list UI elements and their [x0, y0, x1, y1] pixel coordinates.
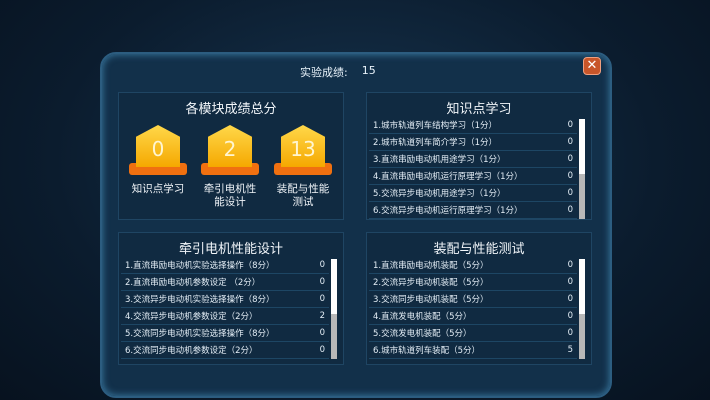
panel-title: 装配与性能测试	[433, 242, 525, 257]
item-score: 0	[567, 188, 573, 198]
scrollbar-thumb[interactable]	[579, 119, 585, 174]
close-button[interactable]: ✕	[583, 57, 601, 75]
badge-label: 牵引电机性能设计	[203, 183, 257, 208]
item-label: 3.交流同步电动机装配（5分）	[373, 295, 489, 305]
list-item: 1.直流串励电动机实验选择操作（8分） 0	[121, 257, 329, 274]
item-score: 0	[567, 205, 573, 215]
item-score: 0	[319, 345, 325, 355]
badge-motor-design: 2 牵引电机性能设计	[201, 125, 259, 209]
panel-knowledge: 知识点学习 1.城市轨道列车结构学习（1分） 0 2.城市轨道列车简介学习（1分） 0 3…	[366, 92, 592, 220]
list-item: 2.交流异步电动机装配（5分） 0	[369, 274, 577, 291]
item-label: 2.交流异步电动机装配（5分）	[373, 278, 489, 288]
item-label: 6.交流异步电动机运行原理学习（1分）	[373, 206, 523, 216]
list-item: 5.交流同步电动机实验选择操作（8分） 0	[121, 325, 329, 342]
panel-motor-design: 牵引电机性能设计 1.直流串励电动机实验选择操作（8分） 0 2.直流串励电动机参数设…	[118, 232, 344, 365]
item-score: 0	[567, 328, 573, 338]
total-score: 实验成绩: 15	[300, 64, 410, 80]
item-score: 0	[567, 120, 573, 130]
score-list: 1.直流串励电动机装配（5分） 0 2.交流异步电动机装配（5分） 0 3.交流同步电动…	[369, 257, 577, 359]
item-score: 0	[567, 260, 573, 270]
item-label: 1.直流串励电动机实验选择操作（8分）	[125, 261, 275, 271]
list-item: 3.交流异步电动机实验选择操作（8分） 0	[121, 291, 329, 308]
item-label: 4.直流串励电动机运行原理学习（1分）	[373, 172, 523, 182]
item-score: 0	[567, 171, 573, 181]
item-score: 2	[319, 311, 325, 321]
item-score: 5	[567, 345, 573, 355]
item-label: 4.交流异步电动机参数设定（2分）	[125, 312, 258, 322]
item-score: 0	[319, 277, 325, 287]
item-label: 3.直流串励电动机用途学习（1分）	[373, 155, 506, 165]
list-item: 3.直流串励电动机用途学习（1分） 0	[369, 151, 577, 168]
item-score: 0	[567, 311, 573, 321]
scrollbar[interactable]	[579, 259, 585, 359]
item-score: 0	[567, 277, 573, 287]
item-label: 3.交流异步电动机实验选择操作（8分）	[125, 295, 275, 305]
item-score: 0	[567, 137, 573, 147]
list-item: 1.城市轨道列车结构学习（1分） 0	[369, 117, 577, 134]
list-item: 6.交流同步电动机参数设定（2分） 0	[121, 342, 329, 359]
list-item: 5.交流异步电动机用途学习（1分） 0	[369, 185, 577, 202]
scrollbar[interactable]	[579, 119, 585, 219]
item-label: 2.直流串励电动机参数设定 （2分）	[125, 278, 261, 288]
badge-value: 0	[136, 125, 180, 167]
badge-label: 装配与性能测试	[276, 183, 330, 208]
item-label: 4.直流发电机装配（5分）	[373, 312, 472, 322]
list-item: 4.直流串励电动机运行原理学习（1分） 0	[369, 168, 577, 185]
score-list: 1.直流串励电动机实验选择操作（8分） 0 2.直流串励电动机参数设定 （2分） 0 3…	[121, 257, 329, 359]
scrollbar-thumb[interactable]	[331, 259, 337, 314]
summary-title: 各模块成绩总分	[185, 102, 277, 117]
close-icon: ✕	[586, 58, 598, 73]
item-label: 6.交流同步电动机参数设定（2分）	[125, 346, 258, 356]
list-item: 1.直流串励电动机装配（5分） 0	[369, 257, 577, 274]
item-label: 5.交流异步电动机用途学习（1分）	[373, 189, 506, 199]
list-item: 5.交流发电机装配（5分） 0	[369, 325, 577, 342]
item-label: 5.交流发电机装配（5分）	[373, 329, 472, 339]
list-item: 6.交流异步电动机运行原理学习（1分） 0	[369, 202, 577, 219]
item-label: 2.城市轨道列车简介学习（1分）	[373, 138, 498, 148]
badge-value: 2	[208, 125, 252, 167]
item-label: 1.城市轨道列车结构学习（1分）	[373, 121, 498, 131]
panel-title: 牵引电机性能设计	[178, 242, 283, 257]
badge-value: 13	[281, 125, 325, 167]
total-score-label: 实验成绩:	[300, 66, 348, 79]
item-label: 5.交流同步电动机实验选择操作（8分）	[125, 329, 275, 339]
list-item: 6.城市轨道列车装配（5分） 5	[369, 342, 577, 359]
item-score: 0	[567, 294, 573, 304]
panel-assembly: 装配与性能测试 1.直流串励电动机装配（5分） 0 2.交流异步电动机装配（5分） 0 3…	[366, 232, 592, 365]
panel-title: 知识点学习	[446, 102, 512, 117]
list-item: 4.交流异步电动机参数设定（2分） 2	[121, 308, 329, 325]
badge-assembly: 13 装配与性能测试	[274, 125, 332, 209]
scrollbar-thumb[interactable]	[579, 259, 585, 314]
total-score-value: 15	[361, 64, 376, 77]
list-item: 2.城市轨道列车简介学习（1分） 0	[369, 134, 577, 151]
list-item: 2.直流串励电动机参数设定 （2分） 0	[121, 274, 329, 291]
score-list: 1.城市轨道列车结构学习（1分） 0 2.城市轨道列车简介学习（1分） 0 3.直流串励…	[369, 117, 577, 219]
badge-label: 知识点学习	[131, 183, 185, 195]
item-label: 1.直流串励电动机装配（5分）	[373, 261, 489, 271]
list-item: 4.直流发电机装配（5分） 0	[369, 308, 577, 325]
scrollbar[interactable]	[331, 259, 337, 359]
item-score: 0	[319, 260, 325, 270]
item-score: 0	[319, 294, 325, 304]
list-item: 3.交流同步电动机装配（5分） 0	[369, 291, 577, 308]
item-label: 6.城市轨道列车装配（5分）	[373, 346, 481, 356]
item-score: 0	[567, 154, 573, 164]
badge-knowledge: 0 知识点学习	[129, 125, 187, 196]
item-score: 0	[319, 328, 325, 338]
